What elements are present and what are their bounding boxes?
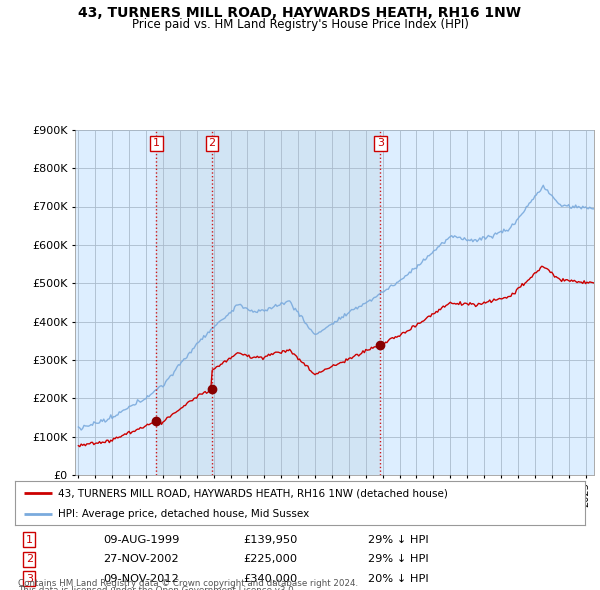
- Text: £139,950: £139,950: [243, 535, 298, 545]
- Text: 27-NOV-2002: 27-NOV-2002: [103, 555, 179, 564]
- Text: 1: 1: [153, 139, 160, 149]
- Text: 3: 3: [377, 139, 384, 149]
- Text: £225,000: £225,000: [243, 555, 297, 564]
- Text: 3: 3: [26, 574, 33, 584]
- Text: This data is licensed under the Open Government Licence v3.0.: This data is licensed under the Open Gov…: [18, 586, 296, 590]
- Text: 09-NOV-2012: 09-NOV-2012: [103, 574, 179, 584]
- Text: Price paid vs. HM Land Registry's House Price Index (HPI): Price paid vs. HM Land Registry's House …: [131, 18, 469, 31]
- Text: Contains HM Land Registry data © Crown copyright and database right 2024.: Contains HM Land Registry data © Crown c…: [18, 579, 358, 588]
- Text: 2: 2: [26, 555, 33, 564]
- Text: 20% ↓ HPI: 20% ↓ HPI: [368, 574, 429, 584]
- Text: 43, TURNERS MILL ROAD, HAYWARDS HEATH, RH16 1NW (detached house): 43, TURNERS MILL ROAD, HAYWARDS HEATH, R…: [58, 489, 448, 498]
- Text: 2: 2: [208, 139, 215, 149]
- Text: HPI: Average price, detached house, Mid Sussex: HPI: Average price, detached house, Mid …: [58, 509, 309, 519]
- Bar: [157, 130, 212, 475]
- Text: 09-AUG-1999: 09-AUG-1999: [103, 535, 180, 545]
- Text: £340,000: £340,000: [243, 574, 297, 584]
- Text: 29% ↓ HPI: 29% ↓ HPI: [368, 555, 429, 564]
- Text: 1: 1: [26, 535, 33, 545]
- Bar: [212, 130, 380, 475]
- Text: 43, TURNERS MILL ROAD, HAYWARDS HEATH, RH16 1NW: 43, TURNERS MILL ROAD, HAYWARDS HEATH, R…: [79, 6, 521, 20]
- Text: 29% ↓ HPI: 29% ↓ HPI: [368, 535, 429, 545]
